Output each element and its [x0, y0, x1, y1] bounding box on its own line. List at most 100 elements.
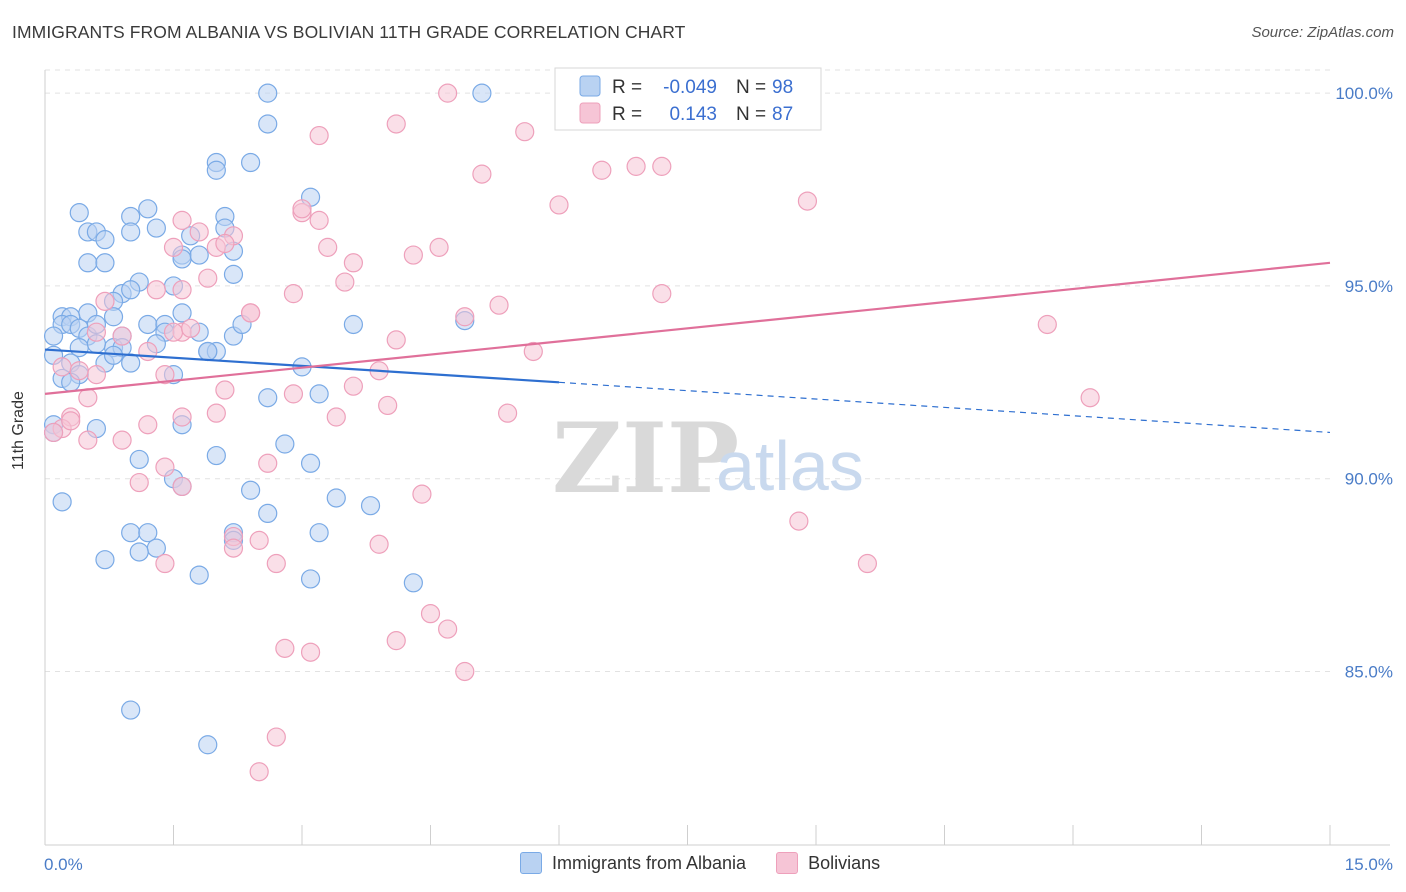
bolivians-point — [326, 407, 346, 427]
legend-item-bolivians: Bolivians — [776, 852, 880, 874]
bolivians-point — [857, 553, 878, 574]
bolivians-point — [549, 195, 569, 215]
bolivians-point — [78, 430, 98, 450]
bolivians-point — [112, 430, 132, 450]
albania-point — [275, 434, 295, 454]
albania-point — [309, 523, 329, 543]
grid-lines — [45, 69, 1330, 672]
bolivians-point — [343, 376, 363, 396]
bolivians-point — [189, 222, 209, 242]
stats-r-value-bolivians: 0.143 — [669, 104, 717, 125]
stats-n-value-albania: 98 — [772, 77, 793, 98]
bolivians-point — [266, 553, 286, 574]
stats-r-label-albania: R = — [612, 77, 642, 98]
bolivians-point — [129, 472, 149, 493]
bolivians-point — [138, 341, 158, 362]
legend-label-albania: Immigrants from Albania — [552, 852, 747, 873]
albania-point — [121, 523, 141, 543]
albania-point — [189, 565, 209, 585]
bolivians-point — [489, 295, 509, 315]
albania-point — [198, 735, 218, 755]
bolivians-point — [206, 403, 226, 423]
bolivians-point — [241, 303, 261, 323]
data-points — [43, 83, 1100, 782]
bolivians-point — [283, 284, 304, 304]
albania-trend-extension — [558, 381, 1331, 434]
bolivians-point — [52, 357, 72, 377]
bolivians-point — [626, 156, 646, 176]
series-legend: Immigrants from Albania Bolivians — [520, 852, 880, 874]
bolivians-point — [455, 307, 475, 327]
y-tick-label: 90.0% — [1345, 470, 1393, 489]
bolivians-point — [1080, 388, 1100, 408]
stats-r-value-albania: -0.049 — [663, 77, 717, 98]
bolivians-point — [198, 268, 218, 288]
albania-point — [343, 314, 363, 335]
trend-lines — [44, 261, 1331, 434]
albania-point — [121, 700, 141, 720]
albania-point — [78, 253, 98, 273]
albania-point — [223, 264, 244, 284]
bolivians-point — [420, 604, 441, 624]
bolivians-point — [172, 280, 192, 300]
albania-point — [198, 341, 218, 362]
bolivians-point — [343, 253, 363, 273]
chart-title: IMMIGRANTS FROM ALBANIA VS BOLIVIAN 11TH… — [12, 22, 686, 42]
bolivians-point — [155, 365, 175, 385]
stats-swatch-bolivians — [579, 102, 601, 124]
y-tick-label: 95.0% — [1345, 277, 1393, 296]
bolivians-point — [292, 199, 312, 219]
bolivians-point — [438, 83, 458, 103]
albania-point — [95, 230, 115, 250]
bolivians-point — [61, 411, 81, 431]
bolivians-point — [652, 284, 672, 304]
albania-point — [138, 199, 158, 219]
bolivians-point — [266, 727, 286, 747]
bolivians-point — [652, 156, 672, 176]
bolivians-point — [369, 534, 389, 554]
tick-labels: 85.0% 90.0% 95.0% 100.0% 0.0% 15.0% — [44, 84, 1393, 874]
bolivians-point — [429, 237, 449, 257]
albania-point — [206, 160, 226, 180]
bolivians-point — [455, 661, 475, 682]
albania-point — [52, 492, 72, 512]
bolivians-point — [258, 453, 278, 473]
bolivians-point — [86, 322, 107, 342]
bolivians-point — [523, 341, 543, 362]
bolivians-point — [789, 511, 809, 531]
legend-swatch-bolivians — [776, 852, 799, 874]
bolivians-point — [43, 422, 64, 443]
albania-point — [258, 503, 278, 524]
bolivians-point — [309, 125, 329, 146]
albania-point — [326, 488, 346, 508]
albania-point — [121, 280, 141, 300]
bolivians-point — [386, 631, 406, 651]
albania-point — [121, 353, 141, 373]
bolivians-point — [378, 395, 398, 416]
y-tick-label: 85.0% — [1345, 662, 1393, 681]
albania-point — [129, 449, 149, 470]
bolivians-point — [155, 553, 175, 574]
albania-trend-line — [44, 348, 560, 384]
albania-point — [95, 550, 115, 570]
bolivians-point — [403, 245, 423, 265]
watermark-zip: ZIP — [552, 402, 739, 515]
albania-point — [472, 83, 492, 103]
albania-point — [189, 245, 209, 265]
albania-point — [103, 307, 124, 327]
bolivians-point — [172, 407, 192, 427]
bolivians-point — [386, 114, 406, 134]
albania-point — [69, 203, 89, 223]
albania-point — [138, 523, 158, 543]
albania-point — [129, 542, 149, 562]
legend-item-albania: Immigrants from Albania — [520, 852, 746, 874]
bolivians-point — [172, 210, 192, 230]
bolivians-point — [155, 457, 175, 477]
albania-point — [258, 114, 278, 134]
bolivians-point — [146, 280, 166, 300]
albania-point — [95, 253, 115, 273]
axes — [44, 70, 1390, 846]
y-tick-label: 100.0% — [1335, 84, 1393, 103]
albania-point — [172, 303, 192, 323]
